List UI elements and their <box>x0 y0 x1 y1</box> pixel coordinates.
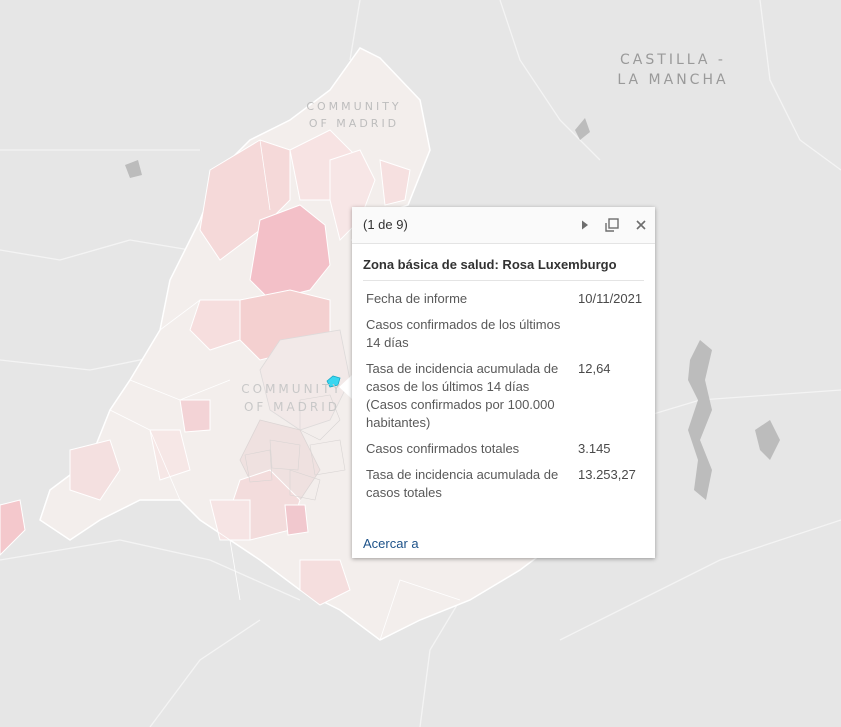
dock-popup-button[interactable] <box>602 215 622 235</box>
attribute-name: Casos confirmados de los últimos 14 días <box>366 317 561 350</box>
region-label-line: LA MANCHA <box>617 72 729 88</box>
river-lines <box>125 118 780 500</box>
popup-title: Zona básica de salud: Rosa Luxemburgo <box>363 257 617 272</box>
zoom-to-link[interactable]: Acercar a <box>363 536 419 551</box>
attribute-table: Fecha de informe 10/11/2021 Casos confir… <box>366 290 646 510</box>
feature-popup: (1 de 9) Zona básica de salud: Rosa Luxe… <box>352 207 655 558</box>
close-icon <box>636 220 646 230</box>
attribute-value: 12,64 <box>578 361 611 376</box>
attribute-row: Tasa de incidencia acumulada de casos de… <box>366 360 646 440</box>
attribute-row: Casos confirmados de los últimos 14 días <box>366 316 646 360</box>
region-label-line: COMMUNITY <box>241 382 343 396</box>
attribute-row: Tasa de incidencia acumulada de casos to… <box>366 466 646 510</box>
close-popup-button[interactable] <box>631 215 651 235</box>
choropleth-zones[interactable] <box>69 129 411 606</box>
region-label-line: CASTILLA - <box>620 52 726 68</box>
popup-pointer <box>339 375 352 399</box>
region-label-line: OF MADRID <box>308 117 400 130</box>
region-label-line: COMMUNITY <box>306 100 402 113</box>
next-feature-button[interactable] <box>575 215 595 235</box>
west-pink-zone <box>0 499 26 556</box>
attribute-value <box>578 316 646 360</box>
region-label-line: OF MADRID <box>243 400 341 414</box>
attribute-row: Casos confirmados totales 3.145 <box>366 440 646 466</box>
title-divider <box>363 280 644 281</box>
feature-count: (1 de 9) <box>363 217 408 232</box>
play-icon <box>582 220 588 230</box>
dense-urban-grid <box>244 394 346 501</box>
popup-header: (1 de 9) <box>352 207 655 244</box>
attribute-name: Casos confirmados totales <box>366 441 520 456</box>
attribute-row: Fecha de informe 10/11/2021 <box>366 290 646 316</box>
dock-icon <box>605 218 619 232</box>
attribute-value: 13.253,27 <box>578 467 636 482</box>
attribute-value: 3.145 <box>578 441 611 456</box>
attribute-name: Fecha de informe <box>366 291 468 306</box>
attribute-name: Tasa de incidencia acumulada de casos de… <box>366 361 559 430</box>
region-label-community-of-madrid: COMMUNITY OF MADRID <box>292 98 416 132</box>
attribute-value: 10/11/2021 <box>578 291 643 306</box>
region-label-community-of-madrid-center: COMMUNITY OF MADRID <box>230 380 354 416</box>
attribute-name: Tasa de incidencia acumulada de casos to… <box>366 467 559 500</box>
region-label-castilla-la-mancha: CASTILLA - LA MANCHA <box>598 50 748 90</box>
